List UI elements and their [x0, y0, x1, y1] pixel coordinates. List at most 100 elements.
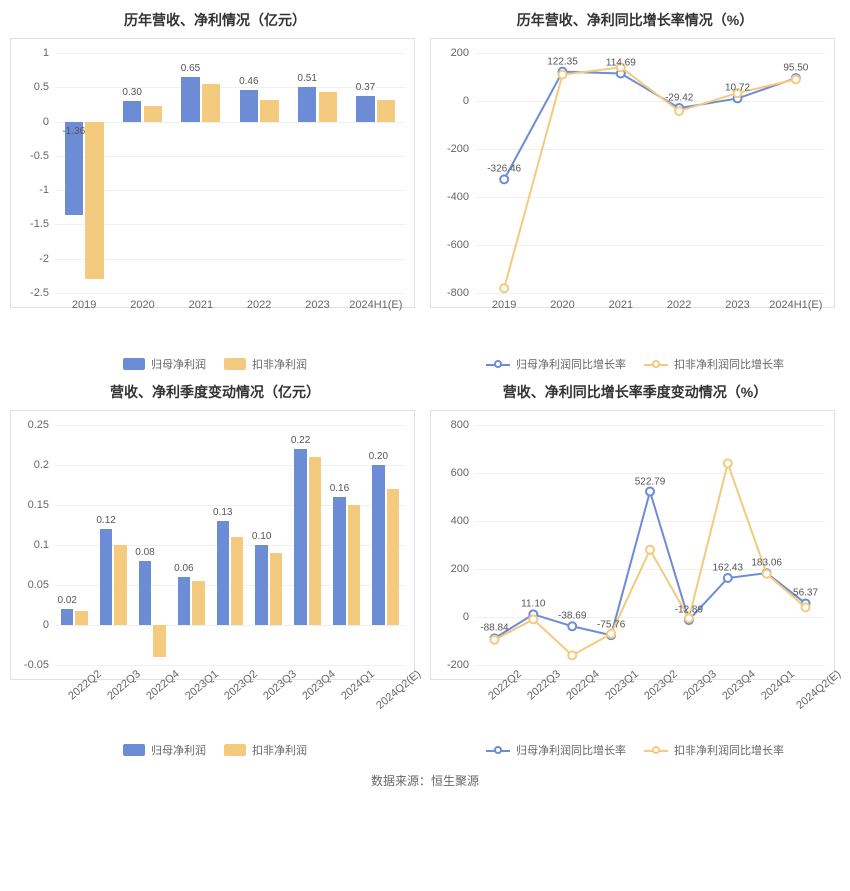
y-tick: 600: [451, 467, 475, 479]
bar: [85, 122, 104, 280]
line-marker: [500, 284, 508, 292]
legend-item: 归母净利润同比增长率: [486, 356, 626, 372]
value-label: 0.37: [356, 82, 375, 93]
bar: [387, 489, 399, 625]
y-tick: -200: [447, 143, 475, 155]
x-tick: 2023Q3: [678, 665, 718, 702]
bar: [240, 90, 259, 122]
bar: [144, 106, 163, 121]
value-label: 0.13: [213, 507, 232, 518]
line-marker: [763, 570, 771, 578]
y-tick: 1: [43, 47, 55, 59]
value-label: 56.37: [793, 588, 818, 599]
value-label: 10.72: [725, 83, 750, 94]
legend-item: 扣非净利润: [224, 356, 307, 372]
data-source-footer: 数据来源：恒生聚源: [10, 772, 840, 789]
value-label: -326.46: [487, 164, 521, 175]
bar: [377, 100, 396, 122]
value-label: 0.46: [239, 76, 258, 87]
value-label: 0.20: [369, 451, 388, 462]
legend-item: 归母净利润同比增长率: [486, 742, 626, 758]
y-tick: 0: [463, 95, 475, 107]
line-marker: [529, 615, 537, 623]
panel-top-right: 历年营收、净利同比增长率情况（%） -800-600-400-200020020…: [430, 10, 840, 372]
legend-item: 扣非净利润: [224, 742, 307, 758]
x-tick: 2022Q4: [562, 665, 602, 702]
value-label: 0.12: [96, 515, 115, 526]
value-label: -75.76: [597, 620, 625, 631]
line-marker: [568, 622, 576, 630]
chart-title: 营收、净利季度变动情况（亿元）: [10, 382, 420, 402]
chart-area: -800-600-400-200020020192020202120222023…: [430, 38, 835, 308]
legend-label: 扣非净利润: [252, 742, 307, 758]
y-tick: 200: [451, 47, 475, 59]
x-tick: 2024Q1: [756, 665, 796, 702]
bar: [75, 611, 87, 625]
bar: [139, 561, 151, 625]
bar: [294, 449, 306, 625]
bar: [348, 505, 360, 625]
legend-label: 归母净利润: [151, 742, 206, 758]
x-tick: 2023Q2: [220, 665, 260, 702]
line-marker: [490, 636, 498, 644]
y-tick: 0: [43, 116, 55, 128]
legend-label: 归母净利润同比增长率: [516, 742, 626, 758]
y-tick: -0.5: [30, 150, 55, 162]
bar: [231, 537, 243, 625]
value-label: -29.42: [665, 93, 693, 104]
legend: 归母净利润同比增长率扣非净利润同比增长率: [430, 742, 840, 758]
bar: [123, 101, 142, 122]
x-tick: 2022: [667, 293, 691, 311]
legend-swatch: [486, 744, 510, 756]
bar: [372, 465, 384, 625]
value-label: 0.51: [297, 73, 316, 84]
value-label: 95.50: [783, 63, 808, 74]
x-tick: 2024H1(E): [349, 293, 402, 311]
x-tick: 2021: [609, 293, 633, 311]
value-label: 183.06: [751, 558, 782, 569]
value-label: 122.35: [547, 56, 578, 67]
legend-swatch: [123, 744, 145, 756]
y-tick: 0.15: [28, 499, 55, 511]
chart-title: 历年营收、净利情况（亿元）: [10, 10, 420, 30]
y-tick: 0.25: [28, 419, 55, 431]
x-tick: 2022: [247, 293, 271, 311]
y-tick: 400: [451, 515, 475, 527]
x-tick: 2024Q2(E): [371, 665, 423, 712]
line-marker: [675, 107, 683, 115]
value-label: -88.84: [480, 623, 508, 634]
y-tick: -1.5: [30, 218, 55, 230]
bar: [114, 545, 126, 625]
bar: [100, 529, 112, 625]
value-label: -12.89: [675, 605, 703, 616]
x-tick: 2023Q3: [258, 665, 298, 702]
line-marker: [568, 651, 576, 659]
x-tick: 2024Q2(E): [791, 665, 843, 712]
line-marker: [607, 630, 615, 638]
y-tick: -800: [447, 287, 475, 299]
bar: [270, 553, 282, 625]
bar: [298, 87, 317, 122]
chart-grid: 历年营收、净利情况（亿元） -2.5-2-1.5-1-0.500.5120192…: [10, 10, 840, 758]
chart-area: -0.0500.050.10.150.20.252022Q22022Q32022…: [10, 410, 415, 680]
value-label: 0.08: [135, 547, 154, 558]
legend-label: 归母净利润同比增长率: [516, 356, 626, 372]
bar: [356, 96, 375, 121]
value-label: 0.06: [174, 563, 193, 574]
x-tick: 2024Q1: [336, 665, 376, 702]
line-marker: [724, 459, 732, 467]
y-tick: 0.1: [34, 539, 55, 551]
value-label: 0.16: [330, 483, 349, 494]
value-label: 0.10: [252, 531, 271, 542]
y-tick: -1: [39, 184, 55, 196]
legend-item: 归母净利润: [123, 742, 206, 758]
y-tick: -2: [39, 253, 55, 265]
chart-area: -20002004006008002022Q22022Q32022Q42023Q…: [430, 410, 835, 680]
chart-area: -2.5-2-1.5-1-0.500.512019202020212022202…: [10, 38, 415, 308]
bar: [217, 521, 229, 625]
x-tick: 2024H1(E): [769, 293, 822, 311]
bar: [178, 577, 190, 625]
y-tick: -2.5: [30, 287, 55, 299]
legend-item: 扣非净利润同比增长率: [644, 356, 784, 372]
legend-swatch: [644, 744, 668, 756]
